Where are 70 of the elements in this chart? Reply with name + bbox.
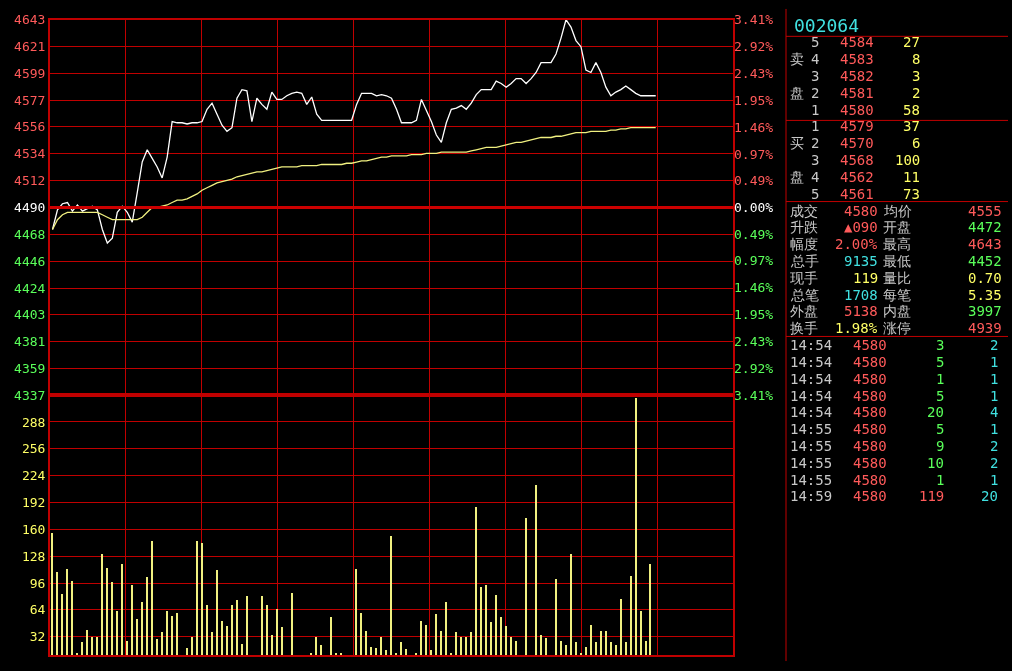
text: 5 4561 73 [811,186,920,202]
text: 卖 4 4583 8 [790,51,921,67]
y-tick-label: 288 [21,414,46,430]
y-tick-label: 192 [21,495,46,511]
text: 14:55 4580 9 2 [790,438,999,454]
text: 外盘 5138 内盘 3997 [790,303,1002,319]
y-tick-label: 4643 [14,12,46,28]
y-tick-label: 128 [21,548,46,564]
y-tick-label: 4424 [14,280,46,296]
y2-tick-label: 0.49% [734,173,774,188]
text: 买 2 4570 6 [790,135,921,151]
y2-tick-label: 2.92% [734,360,774,376]
text: 盘 4 4562 11 [790,169,920,185]
y2-tick-label: 2.43% [734,333,774,349]
y-tick-label: 64 [29,602,46,618]
y2-tick-label: 3.41% [734,387,774,403]
y-tick-label: 4534 [14,145,46,161]
y2-tick-label: 3.41% [734,12,774,28]
y2-tick-label: 2.43% [734,66,774,82]
text: 3 4568 100 [811,152,921,168]
line-series [51,19,657,244]
y2-tick-label: 0.00% [734,199,774,215]
y-tick-label: 224 [21,468,46,484]
y-tick-label: 4577 [14,93,46,109]
text: 14:54 4580 5 1 [790,388,999,404]
y-tick-label: 4381 [14,333,46,349]
text: 升跌 ▲090 开盘 4472 [790,219,1002,235]
text: 1 4580 58 [811,102,920,118]
y-tick-label: 4556 [14,119,46,134]
text: 002064 [794,15,860,36]
text: 14:54 4580 1 1 [790,371,999,387]
y2-tick-label: 1.46% [734,280,774,296]
text: 14:55 4580 10 2 [790,455,999,471]
y-tick-label: 4403 [14,306,46,322]
y-tick-label: 4621 [14,39,46,55]
y-tick-label: 4512 [14,172,46,188]
line-series [51,127,657,231]
text: 幅度 2.00% 最高 4643 [790,236,1002,252]
y-tick-label: 4359 [14,360,46,376]
text: 换手 1.98% 涨停 4939 [790,320,1002,336]
y-tick-label: 256 [21,441,46,457]
y-tick-label: 4490 [14,199,46,215]
text: 14:55 4580 5 1 [790,421,999,437]
y-tick-label: 4599 [14,66,46,82]
y-tick-label: 96 [29,575,46,591]
text: 5 4584 27 [811,34,920,50]
y-tick-label: 32 [29,629,46,645]
text: 总笔 1708 每笔 5.35 [791,287,1002,303]
y2-tick-label: 1.46% [734,119,774,135]
y-tick-label: 4446 [14,253,46,269]
text: 14:59 4580 119 20 [790,488,998,504]
text: 14:54 4580 20 4 [790,404,999,420]
text: 3 4582 3 [811,68,921,84]
y-tick-label: 4468 [14,226,46,242]
text: 14:54 4580 3 2 [790,337,999,353]
y2-tick-label: 0.97% [734,146,774,162]
y2-tick-label: 1.95% [734,307,774,323]
text: 1 4579 37 [811,118,920,134]
y-tick-label: 4337 [14,387,46,403]
y-tick-label: 160 [21,521,46,537]
text: 总手 9135 最低 4452 [791,253,1002,269]
text: 盘 2 4581 2 [790,85,921,101]
y2-tick-label: 2.92% [734,39,774,55]
text: 14:55 4580 1 1 [790,472,999,488]
text: 14:54 4580 5 1 [790,354,999,370]
text: 现手 119 量比 0.70 [790,270,1002,286]
y2-tick-label: 0.49% [734,226,774,242]
text: 成交 4580 均价 4555 [790,203,1002,219]
y2-tick-label: 1.95% [734,92,774,108]
y2-tick-label: 0.97% [734,253,774,269]
